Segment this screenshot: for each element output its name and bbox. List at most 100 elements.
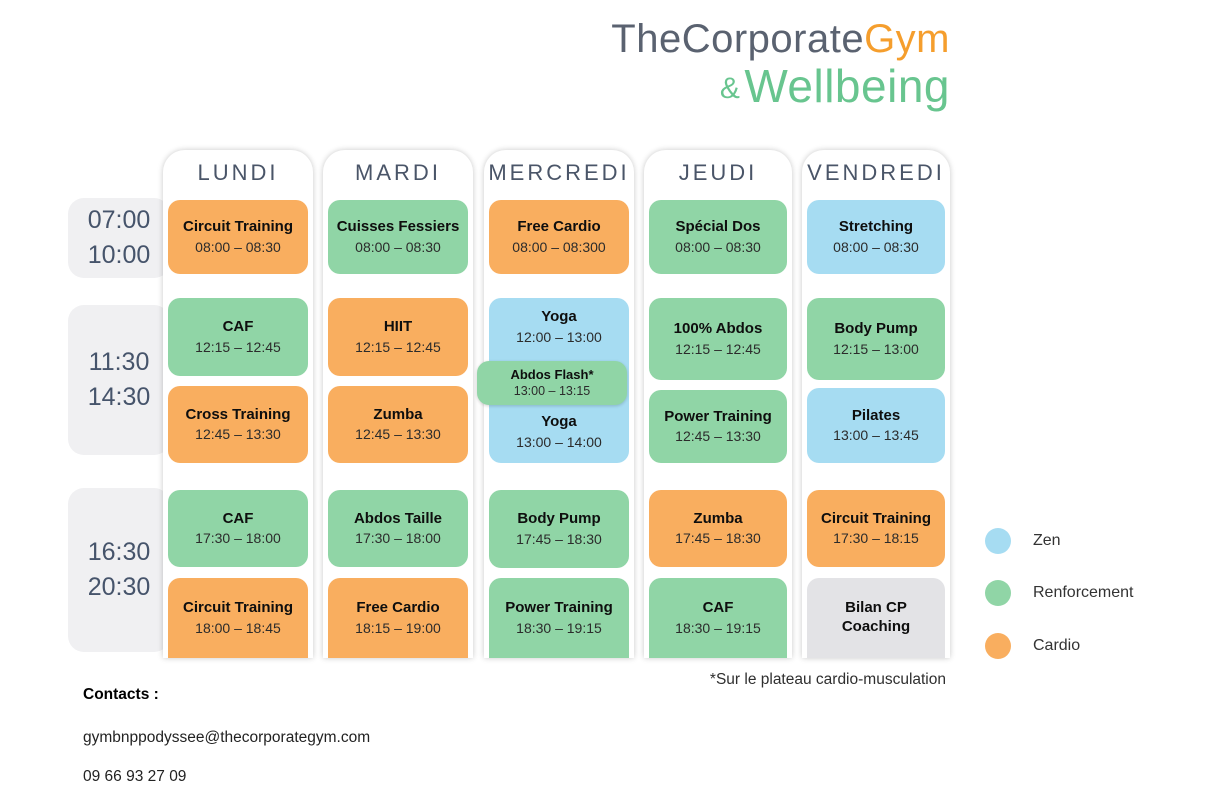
class-block: Circuit Training 18:00 – 18:45 [168, 578, 308, 658]
logo-brand-orange: Gym [864, 17, 950, 61]
class-title: CAF [222, 318, 254, 336]
class-time: 18:00 – 18:45 [195, 619, 281, 636]
class-title: Zumba [373, 405, 423, 423]
class-time: 17:45 – 18:30 [516, 530, 602, 547]
time-slot-evening: 16:30 20:30 [68, 488, 170, 652]
contact-email: gymbnppodyssee@thecorporategym.com [83, 729, 371, 746]
class-title: CAF [222, 509, 254, 527]
class-block: Abdos Taille 17:30 – 18:00 [328, 490, 468, 567]
logo-brand-gray: TheCorporate [611, 17, 865, 61]
day-header-lundi: LUNDI [197, 160, 279, 185]
class-title: Spécial Dos [675, 218, 761, 236]
class-time: 12:45 – 13:30 [195, 426, 281, 443]
class-title: Body Pump [834, 320, 918, 338]
day-column-vendredi: VENDREDI Stretching 08:00 – 08:30 Body P… [802, 150, 950, 658]
class-title: Abdos Flash* [510, 366, 594, 382]
class-time: 08:00 – 08:30 [833, 238, 919, 255]
class-time: 17:45 – 18:30 [675, 530, 761, 547]
day-column-mercredi: MERCREDI Free Cardio 08:00 – 08:300 Yoga… [477, 150, 634, 658]
class-title: Zumba [693, 509, 743, 527]
class-time: 12:45 – 13:30 [675, 428, 761, 445]
class-session: Yoga 13:00 – 14:00 [516, 413, 602, 451]
class-title: Yoga [541, 413, 577, 431]
class-title: Circuit Training [820, 509, 931, 527]
class-title: Free Cardio [517, 218, 601, 236]
class-time: 18:30 – 19:15 [516, 619, 602, 636]
class-title: Circuit Training [182, 218, 293, 236]
class-time: 08:00 – 08:30 [195, 238, 281, 255]
class-time: 13:00 – 14:00 [516, 433, 602, 450]
class-time: 17:30 – 18:00 [355, 530, 441, 547]
class-block: Cuisses Fessiers 08:00 – 08:30 [328, 200, 468, 274]
contacts-label: Contacts : [83, 686, 159, 703]
class-time: 08:00 – 08:300 [512, 238, 606, 255]
class-title: CAF [702, 599, 734, 617]
class-block: Bilan CP Coaching [807, 578, 945, 658]
day-column-mardi: MARDI Cuisses Fessiers 08:00 – 08:30 HII… [323, 150, 473, 658]
class-time: 18:15 – 19:00 [355, 619, 441, 636]
cardio-color-dot [985, 633, 1011, 659]
class-time: 08:00 – 08:30 [675, 238, 761, 255]
legend-item-cardio: Cardio [985, 633, 1080, 659]
logo-brand-green: Wellbeing [744, 60, 950, 112]
time-start: 07:00 [87, 205, 151, 234]
legend-item-zen: Zen [985, 528, 1061, 554]
class-block: Spécial Dos 08:00 – 08:30 [649, 200, 787, 274]
class-block: Zumba 17:45 – 18:30 [649, 490, 787, 567]
class-title: Cross Training [185, 405, 291, 423]
class-block: Stretching 08:00 – 08:30 [807, 200, 945, 274]
time-end: 20:30 [87, 573, 151, 601]
class-block: Power Training 12:45 – 13:30 [649, 390, 787, 463]
class-title: Bilan CP Coaching [841, 599, 911, 635]
logo: TheCorporateGym &Wellbeing [611, 18, 950, 110]
logo-line1: TheCorporateGym [611, 18, 950, 60]
class-title: Abdos Taille [353, 509, 443, 527]
class-time: 18:30 – 19:15 [675, 619, 761, 636]
class-time: 12:15 – 13:00 [833, 340, 919, 357]
class-time: 13:00 – 13:15 [513, 384, 591, 398]
time-start: 16:30 [87, 537, 151, 566]
class-block: 100% Abdos 12:15 – 12:45 [649, 298, 787, 380]
class-title: Power Training [664, 407, 772, 425]
zen-color-dot [985, 528, 1011, 554]
class-title: HIIT [383, 318, 413, 336]
class-block: Cross Training 12:45 – 13:30 [168, 386, 308, 463]
day-header-vendredi: VENDREDI [807, 160, 945, 185]
class-title: Stretching [838, 218, 914, 236]
renforcement-color-dot [985, 580, 1011, 606]
day-column-jeudi: JEUDI Spécial Dos 08:00 – 08:30 100% Abd… [644, 150, 792, 658]
class-block: CAF 17:30 – 18:00 [168, 490, 308, 567]
class-time: 08:00 – 08:30 [355, 238, 441, 255]
class-time: 17:30 – 18:00 [195, 530, 281, 547]
day-header-mardi: MARDI [355, 160, 441, 185]
class-block: Body Pump 17:45 – 18:30 [489, 490, 629, 568]
class-block: CAF 12:15 – 12:45 [168, 298, 308, 376]
class-block: Circuit Training 17:30 – 18:15 [807, 490, 945, 567]
class-time: 12:15 – 12:45 [355, 338, 441, 355]
class-block-abdos-flash: Abdos Flash* 13:00 – 13:15 [477, 361, 627, 405]
class-block: Pilates 13:00 – 13:45 [807, 388, 945, 463]
time-end: 10:00 [87, 241, 151, 269]
class-title: Cuisses Fessiers [336, 218, 460, 236]
class-time: 17:30 – 18:15 [833, 530, 919, 547]
time-slot-midday: 11:30 14:30 [68, 305, 170, 455]
class-block: Zumba 12:45 – 13:30 [328, 386, 468, 463]
logo-line2: &Wellbeing [611, 62, 950, 110]
class-block: HIIT 12:15 – 12:45 [328, 298, 468, 376]
day-header-mercredi: MERCREDI [488, 160, 630, 185]
time-start: 11:30 [88, 347, 150, 376]
class-title: 100% Abdos [673, 320, 763, 338]
class-title: Pilates [851, 406, 901, 424]
class-time: 12:45 – 13:30 [355, 426, 441, 443]
class-block: CAF 18:30 – 19:15 [649, 578, 787, 658]
time-end: 14:30 [87, 383, 151, 411]
class-title: Circuit Training [182, 599, 293, 617]
class-block: Free Cardio 08:00 – 08:300 [489, 200, 629, 274]
legend-label: Zen [1033, 532, 1061, 549]
class-title: Body Pump [517, 510, 601, 528]
class-time: 12:15 – 12:45 [195, 338, 281, 355]
class-block: Body Pump 12:15 – 13:00 [807, 298, 945, 380]
class-title: Yoga [541, 308, 577, 325]
class-time: 12:00 – 13:00 [516, 328, 602, 345]
legend-label: Renforcement [1033, 584, 1134, 601]
